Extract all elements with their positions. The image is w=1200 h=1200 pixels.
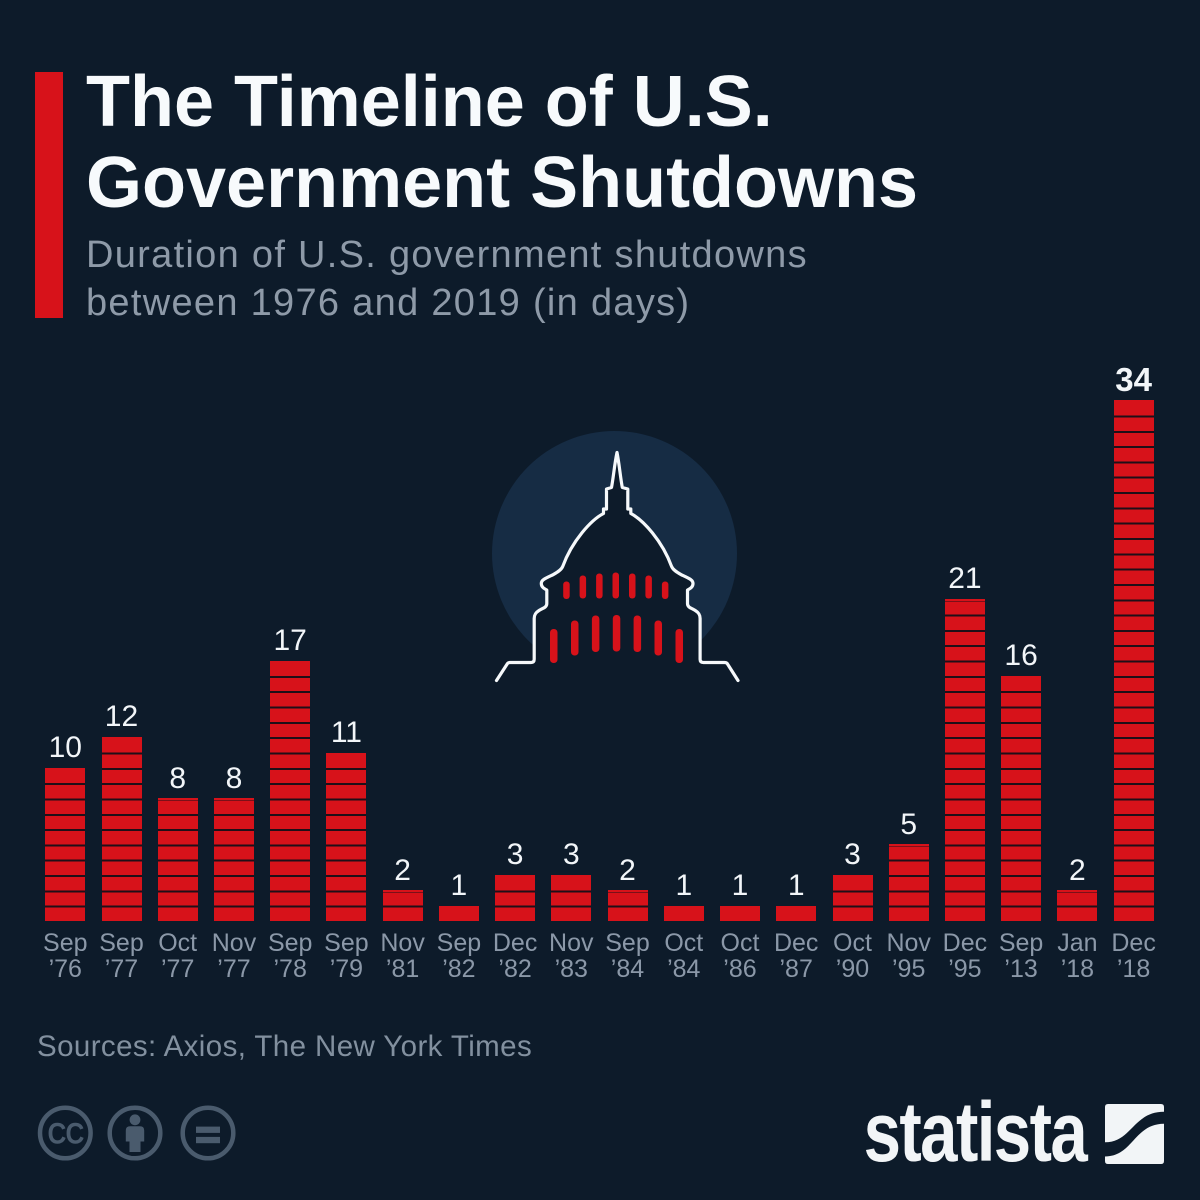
svg-text:CC: CC: [48, 1118, 84, 1151]
